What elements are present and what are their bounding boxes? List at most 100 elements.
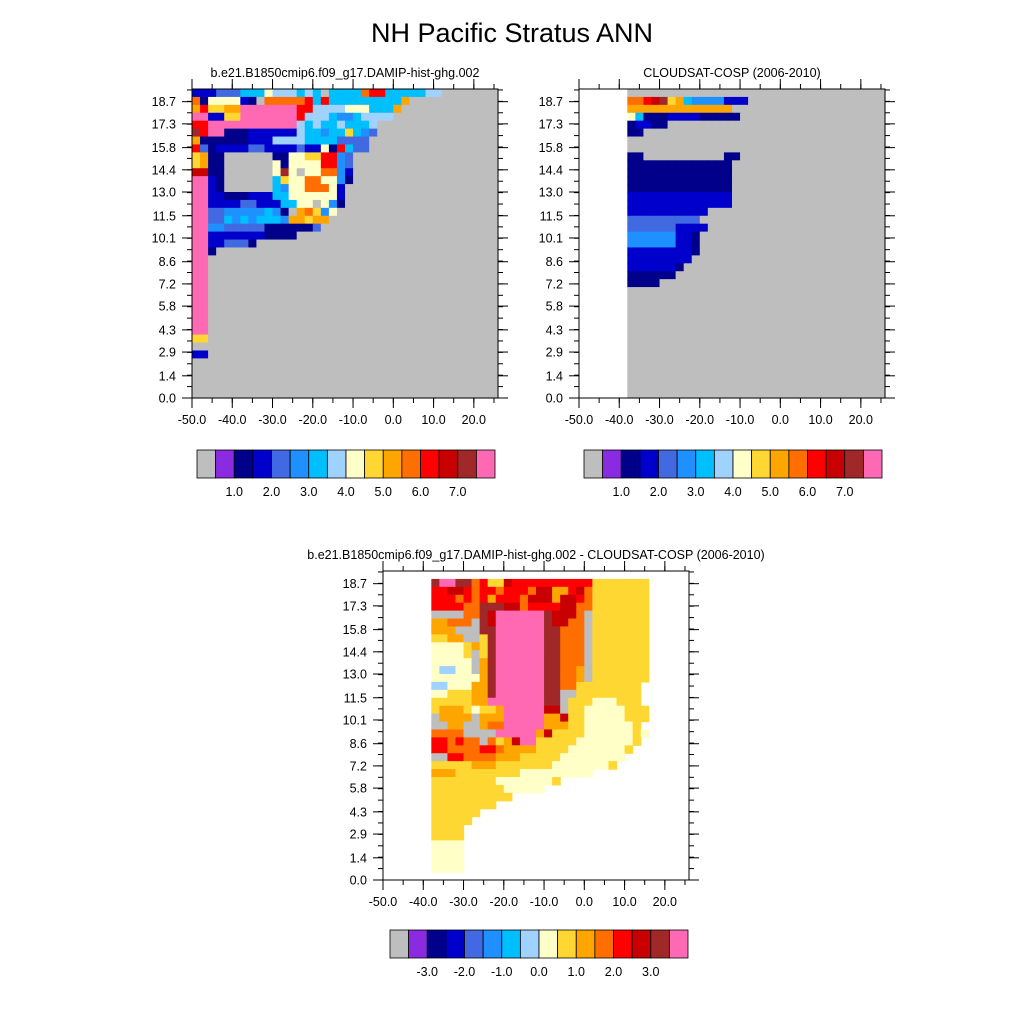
heatmap-cell bbox=[320, 382, 330, 391]
heatmap-cell bbox=[707, 144, 717, 153]
heatmap-cell bbox=[377, 96, 386, 106]
colorbar-box bbox=[575, 929, 596, 959]
heatmap-cell bbox=[240, 390, 249, 399]
heatmap-cell bbox=[471, 586, 481, 596]
heatmap-cell bbox=[471, 721, 481, 731]
heatmap-cell bbox=[627, 168, 636, 177]
heatmap-cell bbox=[796, 104, 806, 114]
heatmap-cell bbox=[441, 295, 451, 304]
heatmap-cell bbox=[457, 136, 467, 146]
heatmap-cell bbox=[707, 310, 717, 320]
heatmap-cell bbox=[635, 358, 645, 367]
heatmap-cell bbox=[417, 318, 427, 328]
heatmap-cell bbox=[401, 302, 411, 312]
heatmap-cell bbox=[536, 689, 545, 699]
heatmap-cell bbox=[584, 634, 593, 643]
heatmap-cell bbox=[455, 658, 465, 667]
heatmap-cell bbox=[772, 287, 781, 296]
heatmap-cell bbox=[463, 816, 473, 826]
heatmap-cell bbox=[353, 223, 362, 233]
heatmap-cell bbox=[489, 318, 499, 328]
heatmap-cell bbox=[232, 136, 241, 146]
heatmap-cell bbox=[699, 334, 709, 344]
heatmap-cell bbox=[487, 602, 497, 612]
heatmap-cell bbox=[592, 761, 602, 770]
heatmap-cell bbox=[361, 160, 370, 169]
heatmap-cell bbox=[441, 390, 451, 399]
heatmap-cell bbox=[192, 287, 201, 296]
heatmap-cell bbox=[487, 705, 497, 715]
heatmap-cell bbox=[481, 136, 491, 146]
heatmap-cell bbox=[401, 96, 411, 106]
heatmap-cell bbox=[740, 350, 749, 359]
heatmap-cell bbox=[336, 136, 346, 146]
heatmap-cell bbox=[568, 674, 577, 683]
heatmap-cell bbox=[511, 602, 521, 612]
heatmap-cell bbox=[425, 310, 435, 320]
heatmap-cell bbox=[216, 168, 225, 177]
heatmap-cell bbox=[723, 168, 733, 177]
heatmap-cell bbox=[489, 279, 499, 288]
heatmap-cell bbox=[296, 215, 306, 225]
heatmap-cell bbox=[353, 342, 362, 352]
heatmap-cell bbox=[208, 239, 217, 249]
colorbar-label: 7.0 bbox=[836, 485, 853, 499]
heatmap-cell bbox=[473, 366, 483, 375]
y-tick-label: 15.8 bbox=[539, 141, 563, 155]
y-tick-label: 11.5 bbox=[540, 209, 563, 223]
heatmap-cell bbox=[495, 674, 505, 683]
heatmap-cell bbox=[632, 650, 642, 659]
heatmap-cell bbox=[519, 650, 529, 659]
heatmap-cell bbox=[828, 390, 838, 399]
heatmap-cell bbox=[812, 390, 822, 399]
heatmap-cell bbox=[224, 199, 233, 209]
heatmap-cell bbox=[536, 729, 545, 738]
heatmap-cell bbox=[264, 168, 274, 177]
heatmap-cell bbox=[740, 279, 749, 288]
heatmap-cell bbox=[320, 128, 330, 138]
heatmap-cell bbox=[643, 160, 653, 169]
heatmap-cell bbox=[568, 618, 577, 628]
heatmap-cell bbox=[683, 89, 693, 98]
heatmap-cell bbox=[836, 176, 846, 185]
heatmap-cell bbox=[643, 120, 653, 130]
heatmap-cell bbox=[624, 681, 634, 691]
heatmap-cell bbox=[635, 231, 645, 241]
heatmap-cell bbox=[632, 602, 642, 612]
heatmap-cell bbox=[764, 192, 773, 201]
heatmap-cell bbox=[788, 390, 798, 399]
heatmap-cell bbox=[272, 184, 282, 193]
heatmap-cell bbox=[369, 334, 378, 344]
heatmap-cell bbox=[345, 326, 354, 336]
heatmap-cell bbox=[433, 176, 443, 185]
heatmap-cell bbox=[439, 666, 449, 675]
heatmap-cell bbox=[224, 192, 233, 201]
heatmap-cell bbox=[852, 176, 862, 185]
heatmap-cell bbox=[836, 199, 846, 209]
heatmap-cell bbox=[328, 334, 338, 344]
heatmap-cell bbox=[463, 674, 473, 683]
heatmap-cell bbox=[479, 777, 489, 786]
heatmap-cell bbox=[280, 358, 290, 367]
heatmap-cell bbox=[723, 326, 733, 336]
y-tick-label: 8.6 bbox=[159, 255, 176, 269]
heatmap-cell bbox=[393, 89, 402, 98]
heatmap-cell bbox=[675, 176, 685, 185]
heatmap-cell bbox=[740, 207, 749, 217]
heatmap-cell bbox=[667, 176, 677, 185]
heatmap-cell bbox=[860, 184, 870, 193]
heatmap-cell bbox=[369, 184, 378, 193]
heatmap-cell bbox=[495, 705, 505, 715]
heatmap-cell bbox=[393, 318, 402, 328]
heatmap-cell bbox=[240, 160, 249, 169]
heatmap-cell bbox=[600, 713, 610, 723]
heatmap-cell bbox=[320, 112, 330, 122]
heatmap-cell bbox=[820, 342, 830, 352]
heatmap-cell bbox=[471, 618, 481, 628]
heatmap-cell bbox=[296, 199, 306, 209]
heatmap-cell bbox=[527, 784, 537, 794]
heatmap-cell bbox=[345, 207, 354, 217]
heatmap-cell bbox=[675, 136, 685, 146]
heatmap-cell bbox=[232, 366, 241, 375]
heatmap-cell bbox=[748, 160, 757, 169]
